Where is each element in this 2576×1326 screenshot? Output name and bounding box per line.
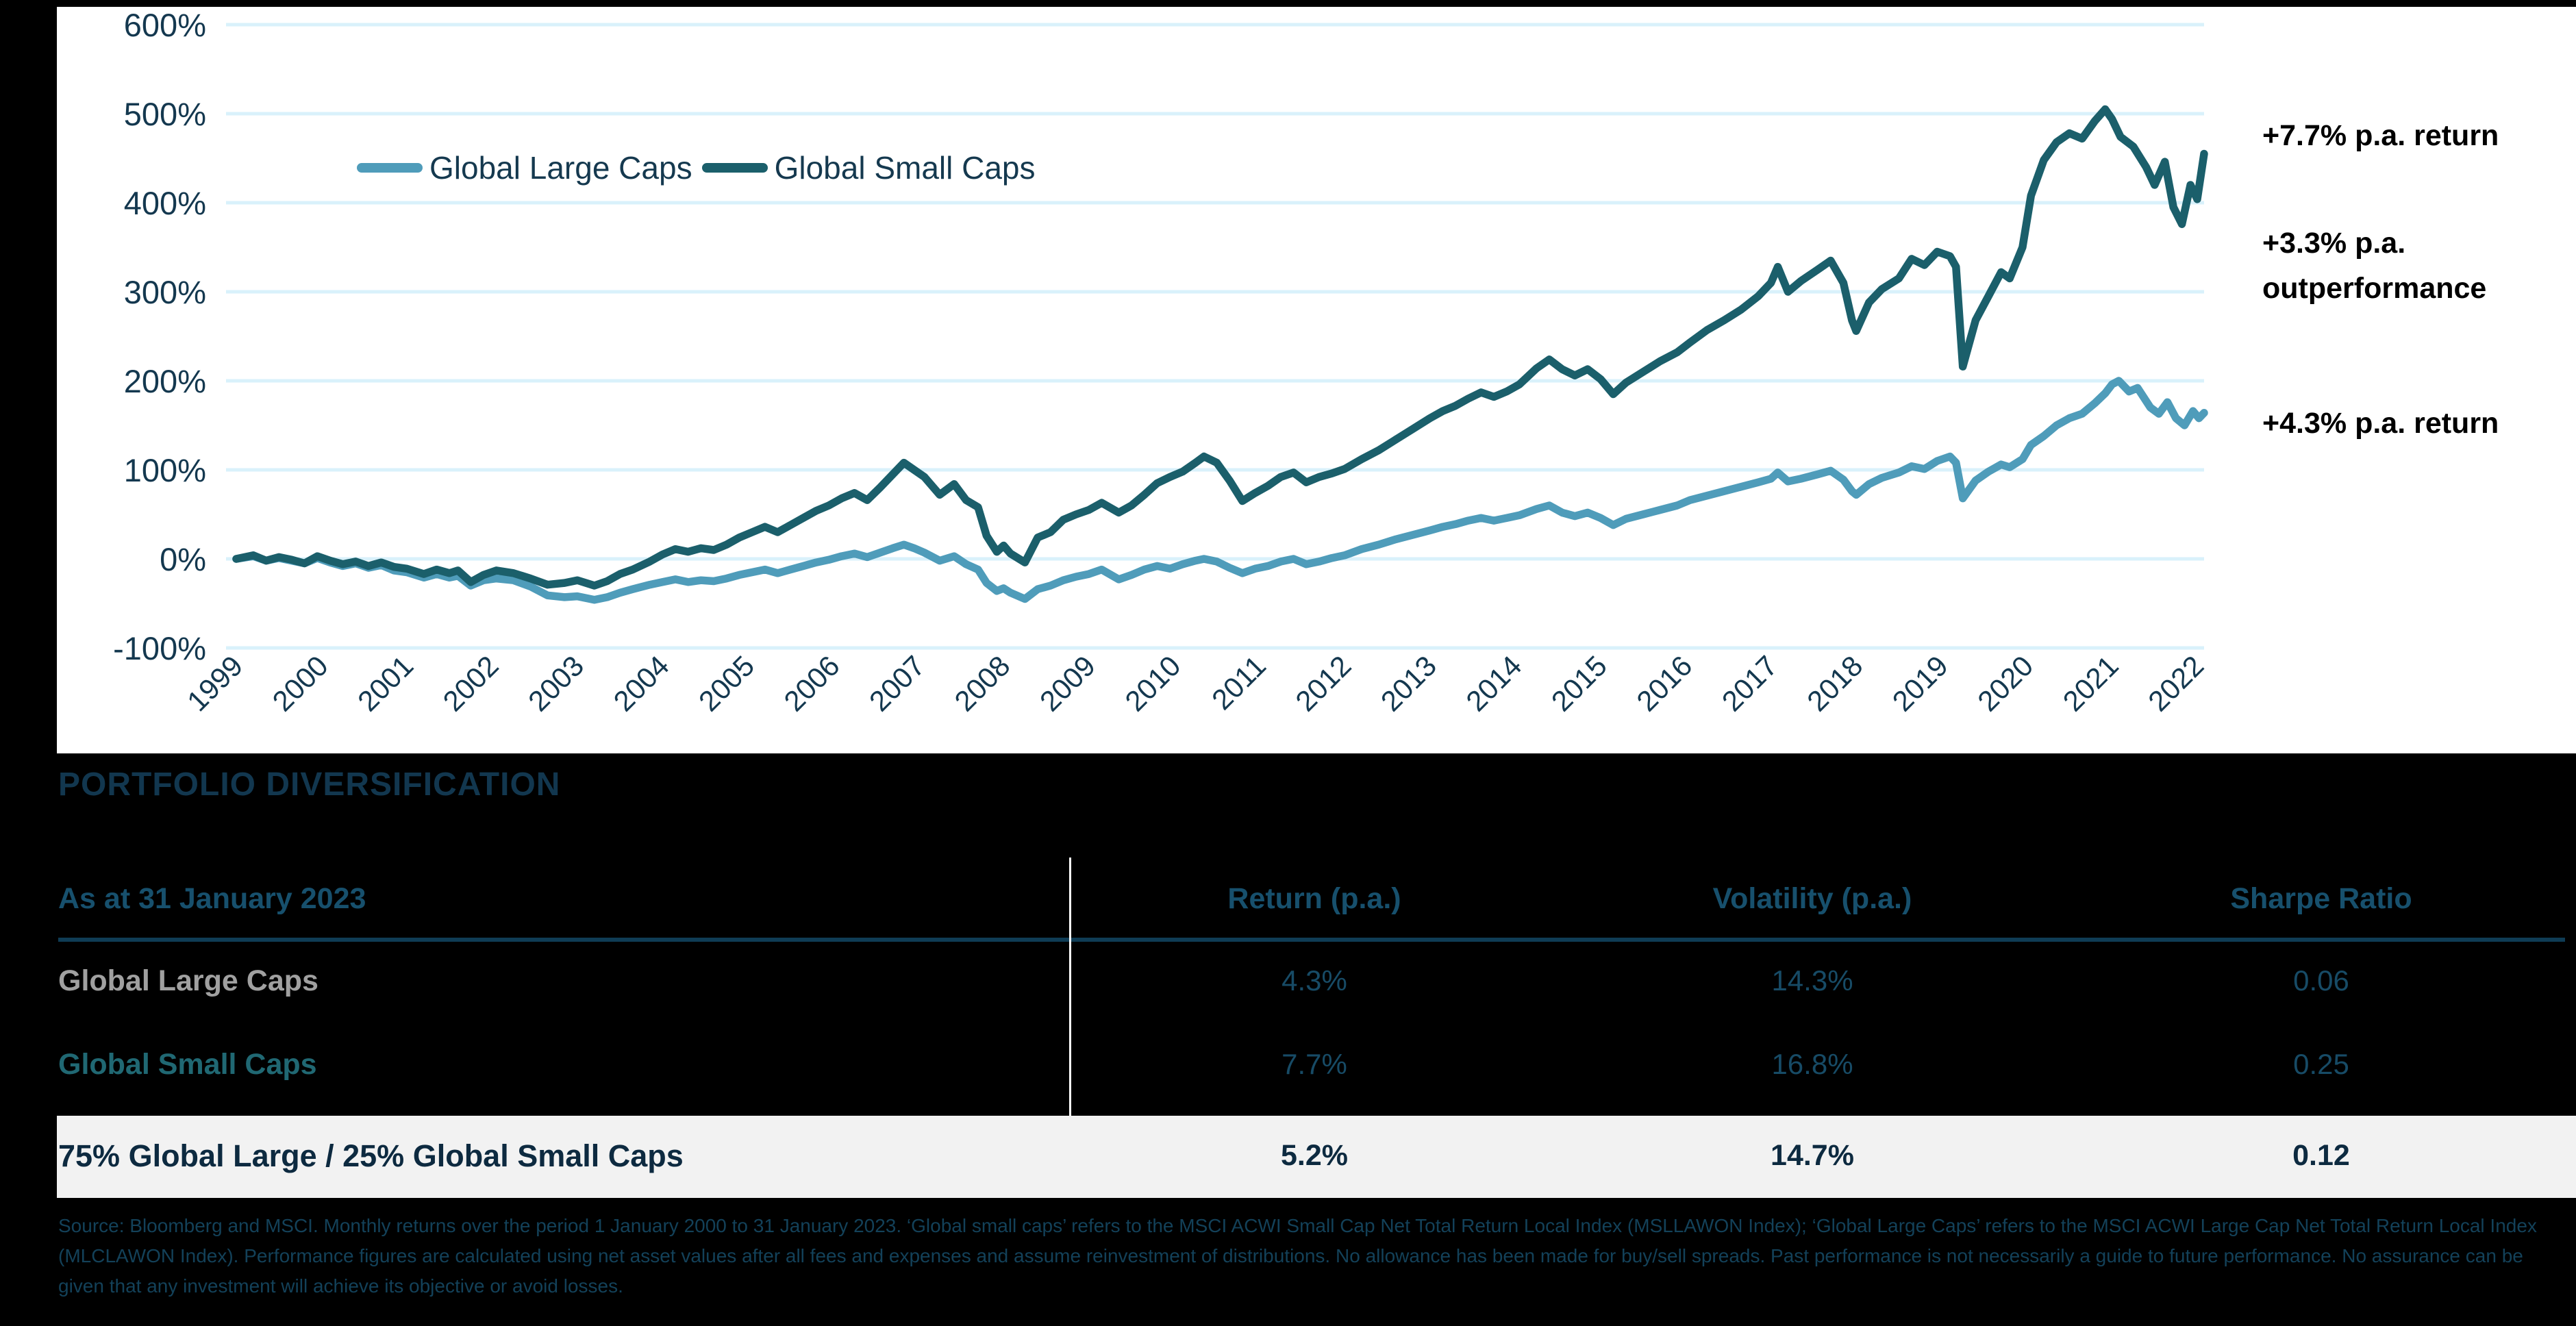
y-axis-tick-label: 0% xyxy=(160,541,206,577)
x-axis-tick-label: 2003 xyxy=(522,649,590,717)
table-header-rule xyxy=(58,938,2565,942)
y-axis-tick-label: 600% xyxy=(124,7,206,43)
footnote-disclaimer: Source: Bloomberg and MSCI. Monthly retu… xyxy=(58,1215,2537,1297)
x-axis-tick-label: 2016 xyxy=(1630,649,1698,717)
chart-annotation: +4.3% p.a. return xyxy=(2262,407,2499,440)
legend-label: Global Small Caps xyxy=(774,150,1036,186)
y-axis-tick-label: 200% xyxy=(124,363,206,399)
y-axis-labels: 600% 500% 400% 300% 200% 100% 0% -100% xyxy=(113,7,206,666)
legend-label: Global Large Caps xyxy=(429,150,692,186)
table-date-label: As at 31 January 2023 xyxy=(58,882,366,915)
x-axis-tick-label: 2005 xyxy=(692,649,760,717)
y-axis-tick-label: 300% xyxy=(124,274,206,310)
legend-swatch-icon xyxy=(357,163,423,173)
x-axis-tick-label: 2018 xyxy=(1801,649,1868,717)
x-axis-tick-label: 2013 xyxy=(1375,649,1442,717)
x-axis-tick-label: 2008 xyxy=(948,649,1016,717)
table-column-header: Volatility (p.a.) xyxy=(1712,882,1912,915)
x-axis-labels: 1999 2000 2001 2002 2003 2004 2005 2006 2007 2008… xyxy=(181,649,2210,717)
table-cell: 5.2% xyxy=(1280,1139,1348,1172)
table-cell: 4.3% xyxy=(1281,964,1347,997)
table-column-header: Sharpe Ratio xyxy=(2230,882,2412,915)
y-axis-tick-label: 100% xyxy=(124,452,206,488)
y-axis-tick-label: -100% xyxy=(113,630,206,666)
x-axis-tick-label: 2012 xyxy=(1289,649,1357,717)
x-axis-tick-label: 2022 xyxy=(2142,649,2210,717)
table-cell: 0.25 xyxy=(2293,1048,2349,1080)
table-row-label: Global Small Caps xyxy=(58,1048,317,1081)
x-axis-tick-label: 2002 xyxy=(436,649,504,717)
x-axis-tick-label: 2020 xyxy=(1971,649,2039,717)
y-axis-tick-label: 500% xyxy=(124,96,206,132)
x-axis-tick-label: 2011 xyxy=(1205,649,1272,716)
series-line-global-large-caps xyxy=(232,377,2208,604)
series-lines xyxy=(232,105,2208,604)
table-column-separator xyxy=(1069,858,1071,1116)
x-axis-tick-label: 2019 xyxy=(1886,649,1954,717)
x-axis-tick-label: 2017 xyxy=(1716,649,1784,717)
x-axis-tick-label: 2009 xyxy=(1034,649,1101,717)
x-axis-tick-label: 2015 xyxy=(1545,649,1613,717)
table-row-blend: 75% Global Large / 25% Global Small Caps… xyxy=(57,1116,2576,1198)
x-axis-tick-label: 2007 xyxy=(863,649,931,717)
blend-row-label: 75% Global Large / 25% Global Small Caps xyxy=(58,1138,684,1173)
x-axis-tick-label: 2001 xyxy=(351,649,419,717)
table-cell: 7.7% xyxy=(1281,1048,1347,1080)
x-axis-tick-label: 2021 xyxy=(2057,649,2125,717)
section-title: PORTFOLIO DIVERSIFICATION xyxy=(58,766,561,803)
table-cell: 0.12 xyxy=(2292,1139,2350,1172)
table-cell: 14.7% xyxy=(1771,1139,1854,1172)
table-cell: 16.8% xyxy=(1771,1048,1853,1080)
legend-swatch-icon xyxy=(701,163,768,173)
table-row-label: Global Large Caps xyxy=(58,964,318,997)
table-cell: 14.3% xyxy=(1771,964,1853,997)
y-axis-tick-label: 400% xyxy=(124,185,206,221)
chart-annotation: +7.7% p.a. return xyxy=(2262,119,2499,152)
performance-line-chart: 600%500%400%300%200%100%0%-100% 1999 2000… xyxy=(113,7,2210,717)
legend-item: Global Large Caps xyxy=(357,149,692,186)
chart-panel: 600% 500% 400% 300% 200% 100% 0% -100% 1999 2000… xyxy=(57,7,2576,753)
x-axis-tick-label: 2004 xyxy=(607,649,675,717)
series-line-global-small-caps xyxy=(232,105,2208,590)
x-axis-tick-label: 2000 xyxy=(266,649,334,717)
legend-item: Global Small Caps xyxy=(701,149,1036,186)
table-cell: 0.06 xyxy=(2293,964,2349,997)
chart-annotation: +3.3% p.a. outperformance xyxy=(2262,227,2487,305)
table-column-header: Return (p.a.) xyxy=(1227,882,1401,915)
x-axis-tick-label: 2006 xyxy=(777,649,845,717)
gridlines xyxy=(226,23,2204,650)
chart-legend: Global Large Caps Global Small Caps xyxy=(357,149,1036,186)
x-axis-tick-label: 2010 xyxy=(1118,649,1186,717)
x-axis-tick-label: 2014 xyxy=(1460,649,1527,717)
